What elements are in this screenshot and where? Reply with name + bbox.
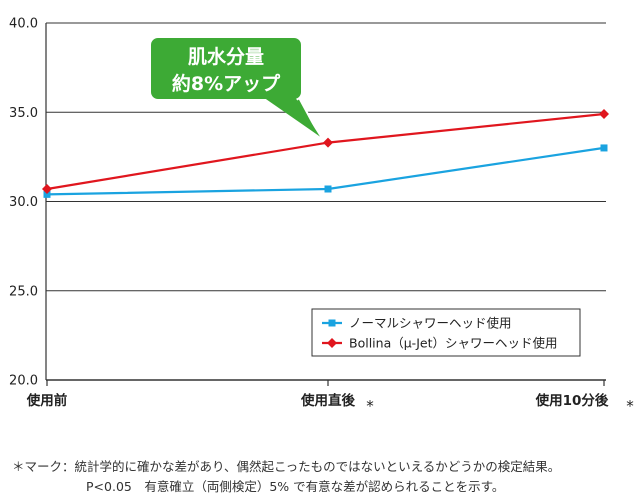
line-chart: 40.0 35.0 30.0 25.0 20.0 使用前 使用直後 * 使用10分後 * 肌水分… [9,17,635,416]
significance-mark: * [626,397,634,415]
significance-mark: * [366,397,374,415]
series-2-point [599,109,609,120]
y-tick-label: 30.0 [9,195,38,210]
series-2-point [323,137,333,148]
legend-swatch-marker [327,338,337,348]
y-tick-label: 35.0 [9,106,38,121]
series-1-point [600,144,608,152]
legend-box [311,308,581,357]
grid-lines [46,22,606,292]
x-tick-label: 使用前 [26,392,68,409]
footnote-line-2: P<0.05 有意確立（両側検定）5% で有意な差が認められることを示す。 [86,479,505,494]
y-tick-label: 40.0 [9,17,38,32]
legend-label: Bollina（μ-Jet）シャワーヘッド使用 [349,336,557,351]
callout-line-2: 約8%アップ [172,72,281,95]
series-1-point [43,190,51,198]
x-tick-label: 使用直後 [300,392,355,409]
x-tick-label: 使用10分後 [535,392,609,409]
legend: ノーマルシャワーヘッド使用 Bollina（μ-Jet）シャワーヘッド使用 [311,308,581,357]
legend-swatch-marker [328,319,336,327]
series-1-point [324,185,332,193]
axes [45,23,606,386]
x-tick-labels: 使用前 使用直後 * 使用10分後 * [26,392,635,415]
callout-pointer-fill [263,97,320,137]
y-tick-label: 20.0 [9,374,38,389]
y-tick-labels: 40.0 35.0 30.0 25.0 20.0 [9,17,38,389]
callout-box [149,36,303,101]
series-2-point [42,184,52,195]
series-line-2 [46,112,605,191]
callout-line-1: 肌水分量 [188,46,264,68]
series-group [42,109,609,198]
footnote-line-1: ＊マーク：統計学的に確かな差があり、偶然起こったものではないといえるかどうかの検… [12,459,561,474]
y-tick-label: 25.0 [9,284,38,299]
legend-label: ノーマルシャワーヘッド使用 [349,316,512,331]
